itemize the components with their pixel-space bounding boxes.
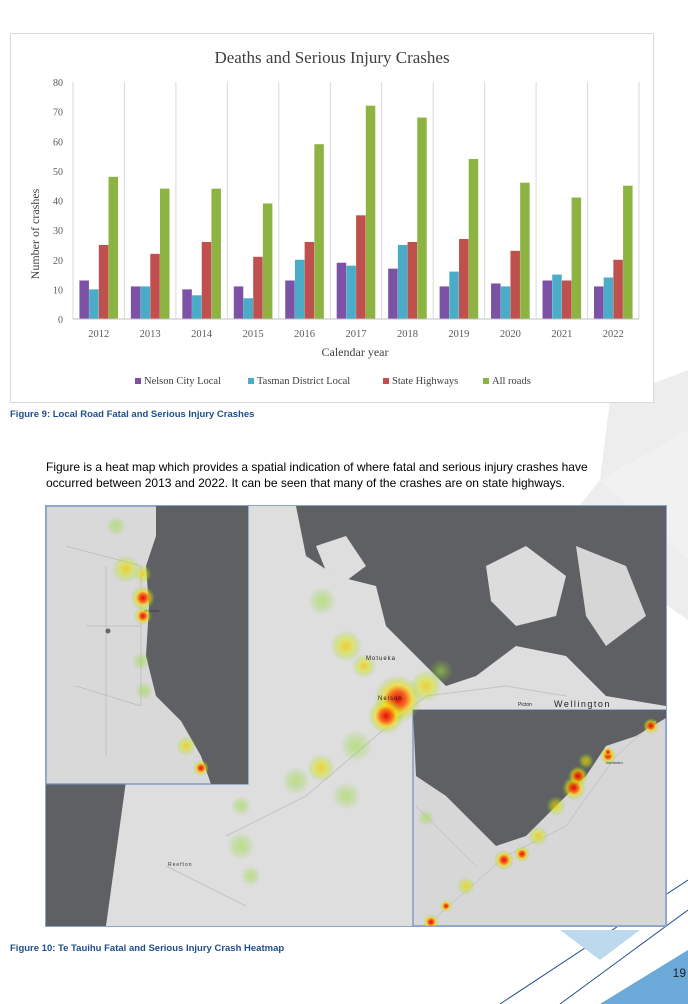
bar-all-roads-2020 [520,182,530,319]
y-tick-label: 50 [53,167,63,178]
body-paragraph: Figure is a heat map which provides a sp… [46,460,588,490]
legend-swatch [135,378,141,384]
wellington-label: Wellington [554,699,611,709]
sea-area [296,506,666,706]
inset-motueka-label: Motueka [144,608,160,613]
y-tick-label: 80 [53,78,63,89]
bar-all-roads-2021 [571,197,582,319]
figure-9-caption: Figure 9: Local Road Fatal and Serious I… [10,409,255,420]
bar-nelson-city-local-2022 [593,286,604,319]
blenheim-label: Blenheim [606,760,623,765]
bar-all-roads-2019 [468,159,479,319]
bar-tasman-district-local-2016 [294,259,305,319]
bar-all-roads-2012 [108,176,119,319]
bar-state-highways-2015 [253,256,263,319]
bar-tasman-district-local-2019 [449,271,459,319]
legend-swatch [383,378,389,384]
legend-label: State Highways [392,376,458,387]
bar-nelson-city-local-2012 [79,280,89,319]
x-tick-label: 2014 [191,329,213,340]
picton-label: Picton [518,702,532,708]
bar-state-highways-2018 [407,241,418,319]
bar-all-roads-2016 [314,144,324,319]
x-tick-label: 2012 [88,329,109,340]
bar-nelson-city-local-2020 [491,283,501,319]
heat-map-canvas: Motueka Blenheim [46,506,666,926]
x-tick-label: 2018 [397,329,418,340]
x-tick-label: 2017 [346,329,367,340]
x-tick-label: 2021 [551,329,572,340]
bar-nelson-city-local-2018 [388,268,398,319]
x-axis-label: Calendar year [322,345,389,359]
heat-map: Motueka Blenheim [45,505,667,927]
y-tick-label: 0 [58,315,63,326]
bar-state-highways-2020 [510,250,520,319]
reefton-label: Reefton [168,862,193,868]
bar-chart: Deaths and Serious Injury Crashes 0 10 20 3… [28,48,640,387]
legend-label: Tasman District Local [257,376,350,387]
legend-label: Nelson City Local [144,376,221,387]
y-tick-label: 40 [53,197,63,208]
chart-container: Deaths and Serious Injury Crashes 0 10 20 3… [10,33,654,403]
x-tick-label: 2019 [448,329,469,340]
bar-tasman-district-local-2018 [397,244,408,319]
bar-state-highways-2012 [98,244,109,319]
nelson-label: Nelson [378,696,403,702]
bar-state-highways-2014 [201,241,212,319]
chart-title: Deaths and Serious Injury Crashes [214,48,449,67]
bar-all-roads-2018 [417,117,427,319]
y-tick-label: 60 [53,137,63,148]
y-tick-label: 70 [53,108,63,119]
y-tick-label: 30 [53,226,63,237]
x-tick-label: 2020 [500,329,521,340]
bar-tasman-district-local-2022 [603,277,614,319]
inset-map-marlborough: Blenheim [412,709,666,926]
x-tick-label: 2022 [603,329,624,340]
page-number: 19 [672,966,686,980]
x-tick-label: 2016 [294,329,315,340]
x-tick-label: 2013 [140,329,161,340]
bar-all-roads-2022 [623,185,633,319]
x-tick-label: 2015 [243,329,264,340]
bar-nelson-city-local-2016 [285,280,295,319]
bar-state-highways-2022 [613,259,623,319]
y-tick-label: 20 [53,256,63,267]
bar-nelson-city-local-2017 [336,262,347,319]
motueka-label: Motueka [366,656,396,662]
bar-all-roads-2013 [159,188,170,319]
bar-nelson-city-local-2019 [439,286,450,319]
bar-state-highways-2017 [356,215,366,319]
inset-map-motueka: Motueka [46,506,249,785]
bar-all-roads-2014 [211,188,221,319]
bar-state-highways-2013 [150,253,160,319]
heat-spots [106,516,659,926]
bar-tasman-district-local-2013 [140,286,151,319]
bar-nelson-city-local-2021 [542,280,553,319]
bar-nelson-city-local-2013 [130,286,141,319]
bar-all-roads-2015 [262,203,273,319]
figure-10-caption: Figure 10: Te Tauihu Fatal and Serious I… [10,943,285,954]
bar-tasman-district-local-2012 [89,289,99,319]
bar-tasman-district-local-2015 [243,298,253,319]
bar-tasman-district-local-2020 [500,286,511,319]
bar-nelson-city-local-2014 [182,289,192,319]
y-tick-label: 10 [53,285,63,296]
bar-tasman-district-local-2021 [552,274,562,319]
bar-all-roads-2017 [365,105,376,319]
legend-label: All roads [492,376,531,387]
legend-swatch [248,378,254,384]
legend-swatch [483,378,489,384]
bar-tasman-district-local-2017 [346,265,356,319]
chart-legend: Nelson City Local Tasman District Local St… [135,376,531,387]
bar-state-highways-2016 [304,241,315,319]
bar-state-highways-2021 [561,280,572,319]
bar-nelson-city-local-2015 [233,286,244,319]
bar-tasman-district-local-2014 [192,295,202,319]
bar-state-highways-2019 [459,239,469,319]
y-axis-label: Number of crashes [28,188,42,279]
